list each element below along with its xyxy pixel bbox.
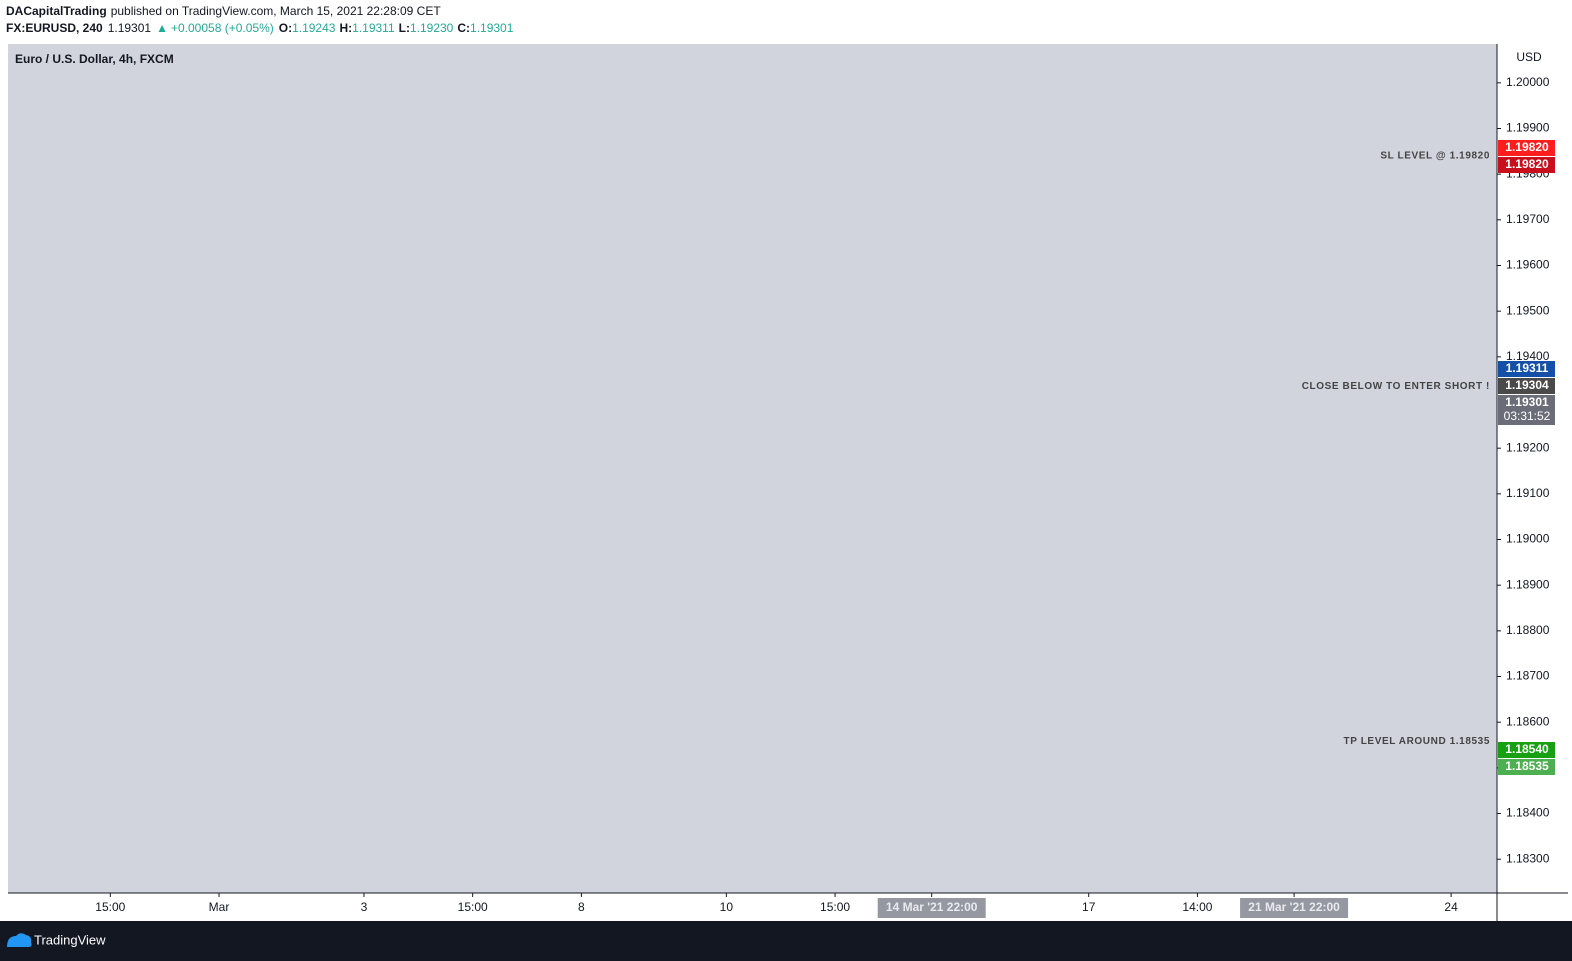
price-tag [1498,361,1555,377]
h-value: 1.19311 [352,21,395,35]
price-tag [1498,759,1555,775]
y-tick-label: 1.19900 [1506,121,1550,135]
y-tick-label: 1.19000 [1506,532,1550,546]
price-tag-label: 1.19820 [1505,140,1549,154]
price-tag [1498,378,1555,394]
header-line-1: DACapitalTrading published on TradingView… [6,4,441,18]
y-tick-label: 1.18900 [1506,577,1550,591]
y-tick-label: 1.18600 [1506,714,1550,728]
change: +0.00058 (+0.05%) [171,21,274,35]
up-icon: ▲ [156,21,168,35]
price-tag [1498,157,1555,173]
x-tick-label: 3 [361,900,368,914]
y-tick-label: 1.19700 [1506,212,1550,226]
price-tag-label: 1.19311 [1506,361,1549,375]
x-tick-label: 14:00 [1182,900,1212,914]
y-tick-label: 1.18700 [1506,669,1550,683]
publisher: DACapitalTrading [6,4,107,18]
x-tick-label: 15:00 [95,900,125,914]
h-label: H: [339,21,352,35]
footer [0,921,1572,961]
price-tag-label: 1.19820 [1505,157,1549,171]
price-tag [1498,140,1555,156]
x-tick-label: 15:00 [820,900,850,914]
y-tick-label: 1.18300 [1506,851,1550,865]
x-tick-label: 15:00 [458,900,488,914]
price-tag [1498,395,1555,425]
o-label: O: [279,21,292,35]
x-tick-label: 17 [1082,900,1096,914]
chart-title: Euro / U.S. Dollar, 4h, FXCM [15,52,174,66]
price-tag-label: 1.18540 [1505,742,1549,756]
price-tag-label: 1.19304 [1505,378,1549,392]
x-tick-box [1240,898,1349,918]
x-tick-label: 14 Mar '21 22:00 [886,900,978,914]
y-tick-label: 1.18800 [1506,623,1550,637]
annotation: TP LEVEL AROUND 1.18535 [1344,736,1490,747]
c-label: C: [457,21,470,35]
price-tag [1498,742,1555,758]
l-value: 1.19230 [410,21,454,35]
y-tick-label: 1.20000 [1506,75,1550,89]
y-tick-label: 1.19100 [1506,486,1550,500]
currency: USD [1516,50,1542,64]
x-tick-label: 10 [720,900,734,914]
price-tag-label: 1.18535 [1505,759,1549,773]
l-label: L: [399,21,410,35]
x-tick-box [877,898,986,918]
x-tick-label: 24 [1444,900,1458,914]
annotation: CLOSE BELOW TO ENTER SHORT ! [1302,381,1490,392]
last-price: 1.19301 [108,21,152,35]
c-value: 1.19301 [470,21,514,35]
annotation: SL LEVEL @ 1.19820 [1380,151,1490,162]
x-tick-label: 8 [578,900,585,914]
plot-area [8,44,1497,893]
y-tick-label: 1.19200 [1506,440,1550,454]
brand: TradingView [34,932,106,947]
y-tick-label: 1.19600 [1506,258,1550,272]
y-tick-label: 1.19400 [1506,349,1550,363]
price-tag-label: 1.19301 [1505,395,1549,409]
countdown: 03:31:52 [1504,409,1551,423]
brand-logo [7,933,32,947]
y-tick-label: 1.18400 [1506,806,1550,820]
symbol: FX:EURUSD, 240 [6,21,103,35]
x-tick-label: Mar [209,900,230,914]
o-value: 1.19243 [292,21,336,35]
y-tick-label: 1.19500 [1506,303,1550,317]
header-line-2: FX:EURUSD, 240 1.19301 ▲ +0.00058 (+0.05%) O… [6,21,514,35]
x-tick-label: 21 Mar '21 22:00 [1248,900,1340,914]
published: published on TradingView.com, March 15, … [111,4,442,18]
